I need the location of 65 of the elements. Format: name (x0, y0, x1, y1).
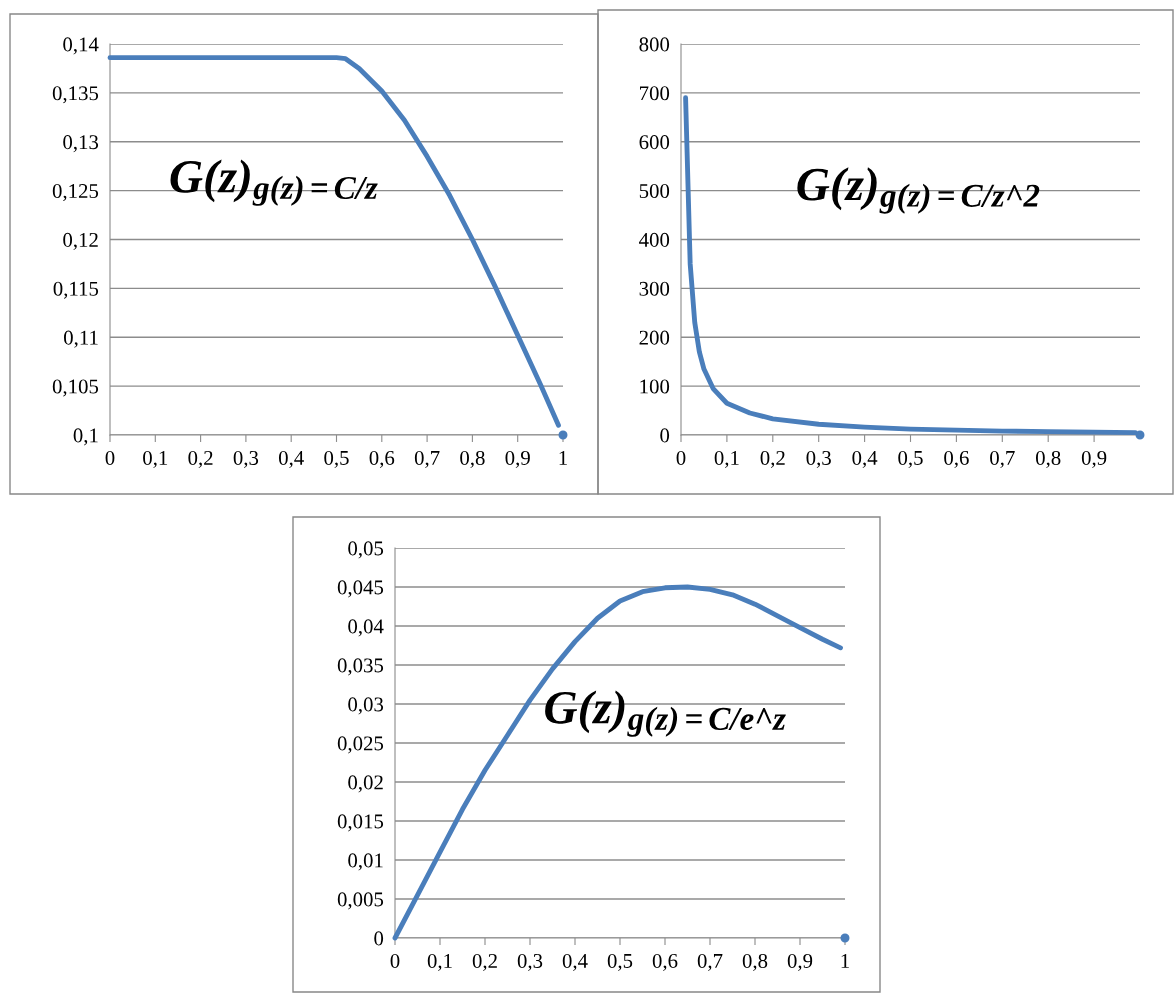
x-tick-label: 0,4 (278, 450, 304, 468)
y-tick-label: 0,015 (337, 814, 384, 832)
y-tick-label: 0,12 (63, 232, 98, 250)
y-tick-label: 0,01 (348, 853, 383, 871)
x-tick-label: 0,7 (414, 450, 440, 468)
x-tick-label: 0 (676, 450, 686, 465)
x-tick-label: 0,3 (517, 953, 543, 971)
y-tick-label: 0,035 (337, 658, 384, 676)
y-tick-label: 0,135 (52, 86, 99, 104)
x-tick-label: 0,3 (233, 450, 259, 468)
x-tick-label: 0,6 (652, 953, 678, 971)
x-tick-label: 0 (390, 953, 400, 968)
y-tick-label: 0,005 (337, 892, 384, 910)
x-tick-label: 0,5 (607, 953, 633, 971)
x-tick-label: 1 (559, 450, 567, 465)
y-tick-label: 600 (639, 135, 670, 150)
y-tick-label: 0,02 (348, 775, 383, 793)
x-tick-label: 0,5 (898, 450, 923, 468)
x-tick-label: 1 (841, 953, 849, 968)
y-tick-label: 300 (639, 281, 670, 296)
y-tick-label: 0,05 (348, 541, 384, 559)
y-tick-label: 0,14 (63, 37, 99, 55)
x-tick-label: 0,5 (324, 450, 349, 468)
x-tick-label: 0,1 (427, 953, 452, 971)
y-tick-label: 0,04 (348, 619, 384, 637)
y-tick-label: 100 (640, 379, 670, 394)
y-tick-label: 0,03 (348, 697, 384, 715)
y-tick-label: 400 (639, 232, 670, 247)
y-tick-label: 0,025 (337, 736, 384, 754)
x-tick-label: 0 (105, 450, 115, 465)
x-tick-label: 0,6 (944, 450, 969, 468)
x-tick-label: 0,1 (143, 450, 168, 468)
y-tick-label: 0,11 (64, 330, 98, 348)
x-tick-label: 0,6 (369, 450, 395, 468)
x-tick-label: 0,2 (188, 450, 213, 468)
x-tick-label: 0,1 (714, 450, 739, 468)
x-tick-label: 0,4 (562, 953, 588, 971)
x-tick-label: 0,7 (990, 450, 1015, 468)
x-tick-label: 0,9 (505, 450, 530, 468)
x-tick-label: 0,8 (460, 450, 485, 468)
annotation: G(z)$_{g(z)=C/z^2}$ (797, 167, 1040, 214)
line-series (107, 55, 561, 428)
x-tick-label: 0,8 (742, 953, 768, 971)
y-tick-label: 0,13 (63, 135, 99, 153)
y-tick-label: 500 (639, 184, 670, 199)
y-tick-label: 0,125 (52, 184, 99, 202)
y-tick-label: 0,105 (52, 379, 99, 397)
annotation: G(z)$_{g(z)=C/e^z}$ (545, 690, 786, 737)
x-tick-label: 0,9 (787, 953, 813, 971)
y-tick-label: 0,045 (337, 580, 384, 598)
y-tick-label: 0,1 (73, 428, 98, 446)
y-tick-label: 0 (374, 931, 384, 946)
y-tick-label: 800 (639, 37, 670, 52)
x-tick-label: 0,3 (806, 450, 831, 468)
x-tick-label: 0,9 (1081, 450, 1107, 468)
x-tick-label: 0,7 (697, 953, 723, 971)
y-tick-label: 700 (640, 86, 670, 101)
x-tick-label: 0,2 (760, 450, 785, 468)
x-tick-label: 0,4 (852, 450, 878, 468)
annotation: G(z)$_{g(z)=C/z}$ (170, 159, 378, 206)
x-tick-label: 0,2 (472, 953, 497, 971)
y-tick-label: 200 (639, 330, 670, 345)
y-tick-label: 0 (660, 428, 670, 443)
x-tick-label: 0,8 (1035, 450, 1061, 468)
y-tick-label: 0,115 (53, 281, 99, 299)
